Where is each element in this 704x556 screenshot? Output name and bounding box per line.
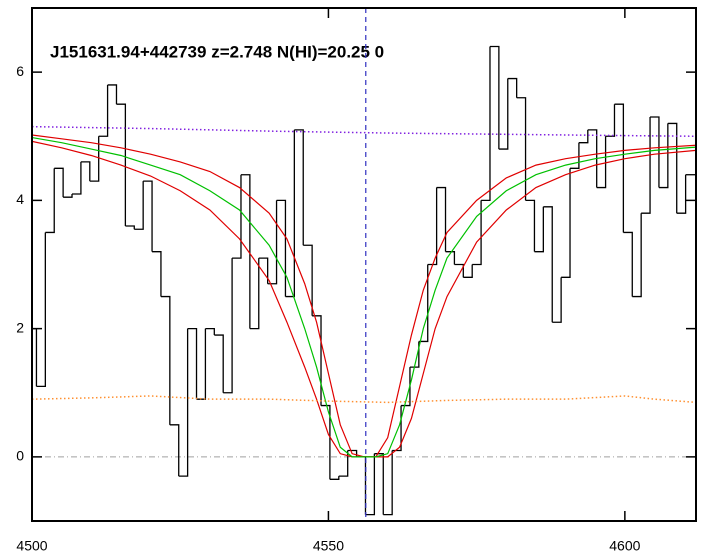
model-line: [32, 140, 696, 458]
plot-area: [32, 8, 696, 521]
data-step: [107, 84, 118, 105]
model-line: [32, 136, 696, 458]
data-step: [276, 199, 287, 297]
data-step: [463, 264, 473, 278]
data-step: [169, 424, 180, 477]
data-step: [507, 77, 518, 98]
data-step: [534, 206, 544, 253]
data-step: [498, 78, 509, 150]
data-step: [125, 225, 135, 230]
y-tick-label: 0: [16, 448, 24, 464]
data-step: [338, 450, 349, 477]
model-line: [32, 125, 696, 137]
y-tick-label: 2: [16, 319, 24, 335]
data-step: [650, 116, 660, 188]
y-tick-label: 4: [16, 191, 24, 207]
data-step: [321, 404, 331, 480]
data-step: [54, 167, 64, 198]
data-step: [525, 199, 536, 252]
data-step: [134, 181, 144, 230]
data-step: [152, 251, 162, 297]
data-step: [445, 251, 456, 265]
data-step: [472, 200, 482, 266]
data-step: [676, 174, 687, 214]
data-step: [418, 264, 429, 343]
data-step: [63, 193, 73, 198]
data-step: [632, 213, 642, 298]
data-step: [561, 168, 571, 278]
data-step: [72, 161, 82, 195]
plot-frame: [31, 7, 697, 522]
data-step: [667, 122, 678, 214]
data-step: [196, 328, 207, 400]
data-step: [605, 104, 616, 137]
data-step: [596, 136, 607, 189]
data-step: [143, 180, 153, 252]
data-step: [356, 456, 367, 515]
x-tick-label: 4600: [609, 538, 640, 554]
data-step: [249, 258, 260, 330]
data-step: [623, 231, 633, 297]
data-step: [45, 168, 55, 234]
data-step: [232, 174, 242, 259]
data-step: [98, 84, 109, 137]
data-step: [383, 450, 393, 516]
data-step: [303, 244, 313, 316]
data-step: [223, 258, 233, 394]
data-step: [587, 129, 598, 188]
data-step: [427, 187, 438, 266]
data-step: [160, 295, 171, 425]
data-step: [214, 334, 224, 393]
model-line: [32, 395, 696, 404]
data-step: [578, 129, 589, 144]
data-step: [80, 161, 91, 182]
y-tick-label: 6: [16, 63, 24, 79]
data-step: [436, 186, 447, 252]
data-step: [481, 46, 491, 202]
data-step: [258, 257, 269, 284]
data-step: [570, 142, 580, 169]
data-step: [516, 97, 527, 201]
data-step: [178, 328, 189, 477]
data-step: [205, 327, 215, 336]
x-tick-label: 4500: [16, 538, 47, 554]
data-step: [658, 123, 669, 189]
data-step: [454, 263, 464, 278]
data-step: [543, 206, 553, 323]
data-step: [552, 277, 562, 323]
data-step: [240, 174, 251, 329]
data-step: [36, 232, 46, 387]
chart-title: J151631.94+442739 z=2.748 N(HI)=20.25 0: [50, 42, 384, 61]
x-tick-label: 4550: [313, 538, 344, 554]
data-step: [187, 327, 198, 400]
data-step: [641, 117, 651, 214]
data-step: [365, 453, 376, 516]
data-step: [329, 476, 340, 480]
data-step: [116, 103, 127, 227]
data-step: [489, 45, 500, 150]
data-step: [401, 367, 411, 407]
data-step: [614, 103, 625, 233]
data-step: [285, 129, 295, 298]
data-step: [374, 453, 384, 515]
data-step: [294, 129, 304, 246]
